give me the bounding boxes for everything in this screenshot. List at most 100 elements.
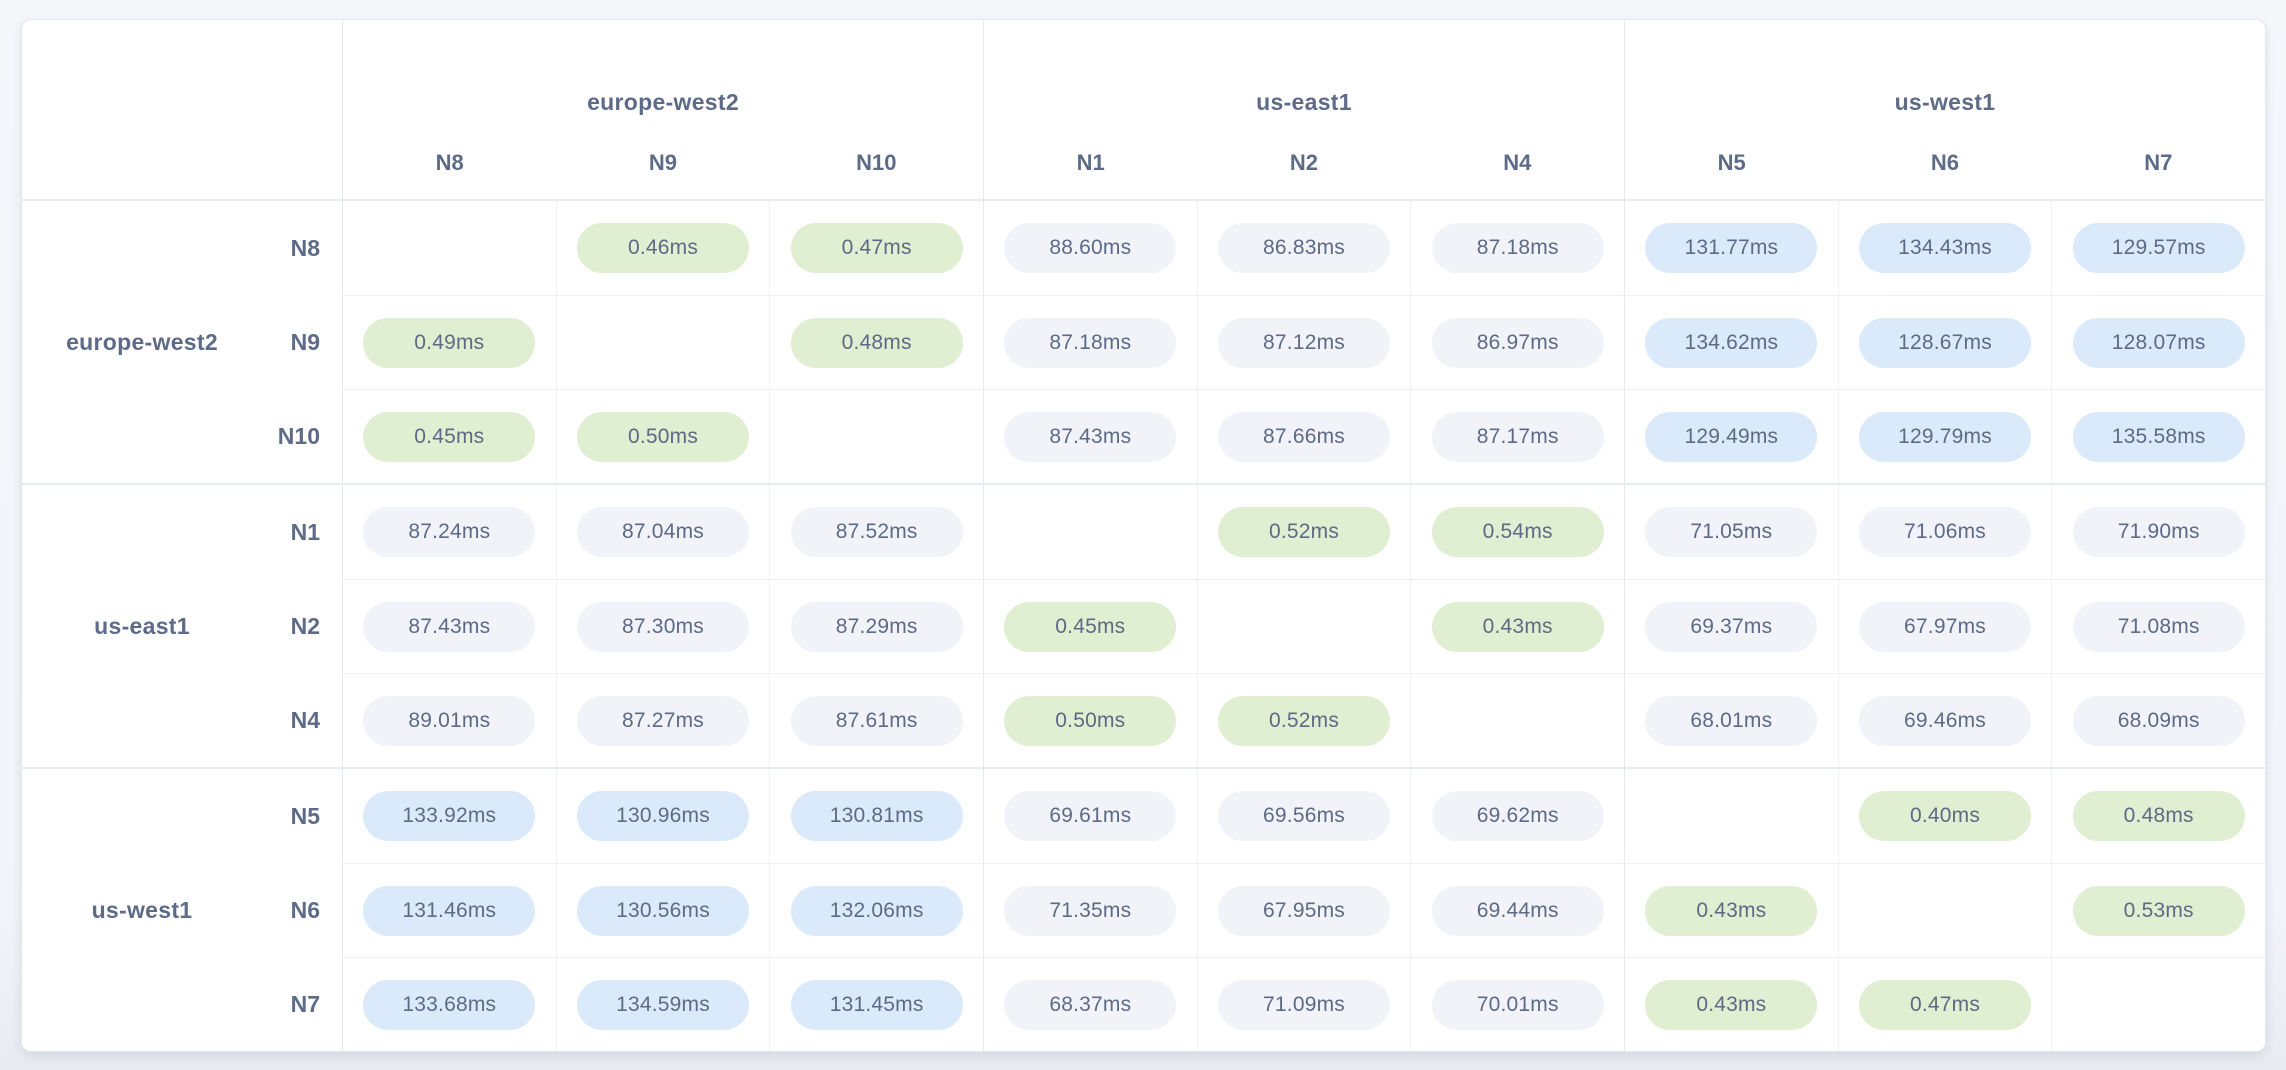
latency-row: 89.01ms 87.27ms 87.61ms 0.50ms 0.52ms 68.01ms… bbox=[343, 673, 2265, 767]
latency-cell: 0.52ms bbox=[1196, 674, 1411, 767]
node-column-header: N9 bbox=[648, 150, 678, 175]
latency-cell: 0.48ms bbox=[769, 296, 983, 389]
node-row-label: N1 bbox=[290, 518, 320, 545]
node-column-header: N8 bbox=[435, 150, 464, 175]
latency-pill: 87.29ms bbox=[790, 601, 963, 652]
latency-pill: 0.50ms bbox=[1004, 695, 1177, 746]
latency-pill: 87.43ms bbox=[363, 601, 536, 652]
latency-pill: 87.30ms bbox=[577, 601, 749, 652]
latency-cell: 68.09ms bbox=[2051, 674, 2265, 767]
latency-pill: 86.97ms bbox=[1431, 317, 1604, 368]
self-latency-empty-cell bbox=[1837, 864, 2052, 957]
region-column-header: us-west1 bbox=[1894, 88, 1996, 115]
latency-cell: 69.37ms bbox=[1624, 580, 1838, 673]
node-column-header: N6 bbox=[1930, 150, 1960, 175]
latency-pill: 87.27ms bbox=[577, 695, 749, 746]
region-row-label: us-west1 bbox=[91, 896, 193, 923]
node-row-labels: N1 N2 N4 bbox=[238, 485, 342, 767]
latency-pill: 129.79ms bbox=[1859, 411, 2032, 462]
latency-pill: 71.09ms bbox=[1218, 979, 1391, 1030]
latency-pill: 134.62ms bbox=[1645, 317, 1818, 368]
latency-cell: 0.50ms bbox=[983, 674, 1197, 767]
latency-cell: 130.96ms bbox=[555, 769, 770, 863]
matrix-header-row: europe-west2 N8 N9 N10 us-east1 N1 N2 N4 us-west… bbox=[22, 20, 2265, 201]
latency-cell: 67.97ms bbox=[1837, 580, 2052, 673]
region-row-label: us-east1 bbox=[94, 612, 190, 639]
latency-cell: 128.07ms bbox=[2051, 296, 2265, 389]
latency-cell: 130.81ms bbox=[769, 769, 983, 863]
latency-cell: 131.46ms bbox=[343, 864, 556, 957]
node-row-label: N2 bbox=[290, 612, 320, 639]
latency-cell: 0.46ms bbox=[555, 201, 770, 295]
latency-cell: 71.08ms bbox=[2051, 580, 2265, 673]
latency-pill: 87.18ms bbox=[1004, 317, 1177, 368]
latency-cell: 89.01ms bbox=[343, 674, 556, 767]
latency-row: 0.45ms 0.50ms 87.43ms 87.66ms 87.17ms 129.49m… bbox=[343, 389, 2265, 483]
latency-pill: 87.12ms bbox=[1218, 317, 1391, 368]
latency-row: 133.68ms 134.59ms 131.45ms 68.37ms 71.09ms 70… bbox=[343, 957, 2265, 1051]
latency-cell: 87.24ms bbox=[343, 485, 556, 579]
latency-cell: 135.58ms bbox=[2051, 390, 2265, 483]
latency-pill: 131.46ms bbox=[363, 885, 536, 936]
node-row-label: N6 bbox=[290, 896, 320, 923]
latency-pill: 133.92ms bbox=[363, 791, 536, 841]
latency-cell: 0.47ms bbox=[1837, 958, 2052, 1051]
latency-cell: 87.29ms bbox=[769, 580, 983, 673]
latency-pill: 135.58ms bbox=[2072, 411, 2245, 462]
node-row-label: N7 bbox=[290, 990, 320, 1017]
latency-cell: 70.01ms bbox=[1410, 958, 1624, 1051]
self-latency-empty-cell bbox=[1410, 674, 1624, 767]
latency-cell: 0.45ms bbox=[983, 580, 1197, 673]
latency-pill: 0.47ms bbox=[790, 223, 963, 273]
latency-pill: 69.44ms bbox=[1431, 885, 1604, 936]
latency-cell: 0.48ms bbox=[2051, 769, 2265, 863]
latency-pill: 71.06ms bbox=[1859, 507, 2032, 557]
latency-pill: 130.81ms bbox=[790, 791, 963, 841]
latency-cell: 87.43ms bbox=[343, 580, 556, 673]
latency-pill: 0.52ms bbox=[1218, 507, 1391, 557]
latency-cell: 131.45ms bbox=[769, 958, 983, 1051]
latency-cell: 71.05ms bbox=[1624, 485, 1838, 579]
latency-pill: 0.43ms bbox=[1645, 979, 1818, 1030]
latency-cell: 69.46ms bbox=[1837, 674, 2052, 767]
region-row-label: europe-west2 bbox=[66, 328, 218, 355]
latency-cell: 67.95ms bbox=[1196, 864, 1411, 957]
latency-cell: 134.43ms bbox=[1837, 201, 2052, 295]
region-column-group: us-west1 N5 N6 N7 bbox=[1624, 20, 2265, 199]
latency-cell: 71.09ms bbox=[1196, 958, 1411, 1051]
node-column-headers: N1 N2 N4 bbox=[984, 132, 1624, 194]
latency-pill: 69.62ms bbox=[1431, 791, 1604, 841]
node-row-label: N9 bbox=[290, 328, 320, 355]
latency-pill: 134.43ms bbox=[1859, 223, 2032, 273]
latency-pill: 0.40ms bbox=[1859, 791, 2032, 841]
latency-pill: 0.52ms bbox=[1218, 695, 1391, 746]
latency-pill: 129.57ms bbox=[2072, 223, 2245, 273]
latency-pill: 70.01ms bbox=[1431, 979, 1604, 1030]
latency-cell: 129.79ms bbox=[1837, 390, 2052, 483]
node-column-header: N7 bbox=[2144, 150, 2173, 175]
latency-cell: 69.44ms bbox=[1410, 864, 1624, 957]
self-latency-empty-cell bbox=[1196, 580, 1411, 673]
latency-cell: 134.59ms bbox=[555, 958, 770, 1051]
latency-pill: 131.77ms bbox=[1645, 223, 1818, 273]
latency-cell: 86.83ms bbox=[1196, 201, 1411, 295]
latency-pill: 0.48ms bbox=[790, 317, 963, 368]
latency-pill: 71.90ms bbox=[2072, 507, 2245, 557]
latency-pill: 0.46ms bbox=[577, 223, 749, 273]
latency-pill: 87.61ms bbox=[790, 695, 963, 746]
latency-pill: 89.01ms bbox=[363, 695, 536, 746]
latency-cell: 87.18ms bbox=[983, 296, 1197, 389]
latency-pill: 0.50ms bbox=[577, 411, 749, 462]
latency-row: 0.46ms 0.47ms 88.60ms 86.83ms 87.18ms 131.77m… bbox=[343, 201, 2265, 295]
latency-row: 133.92ms 130.96ms 130.81ms 69.61ms 69.56ms 69… bbox=[343, 769, 2265, 863]
latency-pill: 0.45ms bbox=[363, 411, 536, 462]
latency-pill: 71.05ms bbox=[1645, 507, 1818, 557]
latency-pill: 88.60ms bbox=[1004, 223, 1177, 273]
latency-pill: 69.61ms bbox=[1004, 791, 1177, 841]
latency-cell: 0.50ms bbox=[555, 390, 770, 483]
latency-cell: 69.61ms bbox=[983, 769, 1197, 863]
latency-matrix-card: europe-west2 N8 N9 N10 us-east1 N1 N2 N4 us-west… bbox=[21, 19, 2266, 1052]
latency-cell: 87.18ms bbox=[1410, 201, 1624, 295]
latency-cell: 69.56ms bbox=[1196, 769, 1411, 863]
latency-pill: 0.53ms bbox=[2072, 885, 2245, 936]
